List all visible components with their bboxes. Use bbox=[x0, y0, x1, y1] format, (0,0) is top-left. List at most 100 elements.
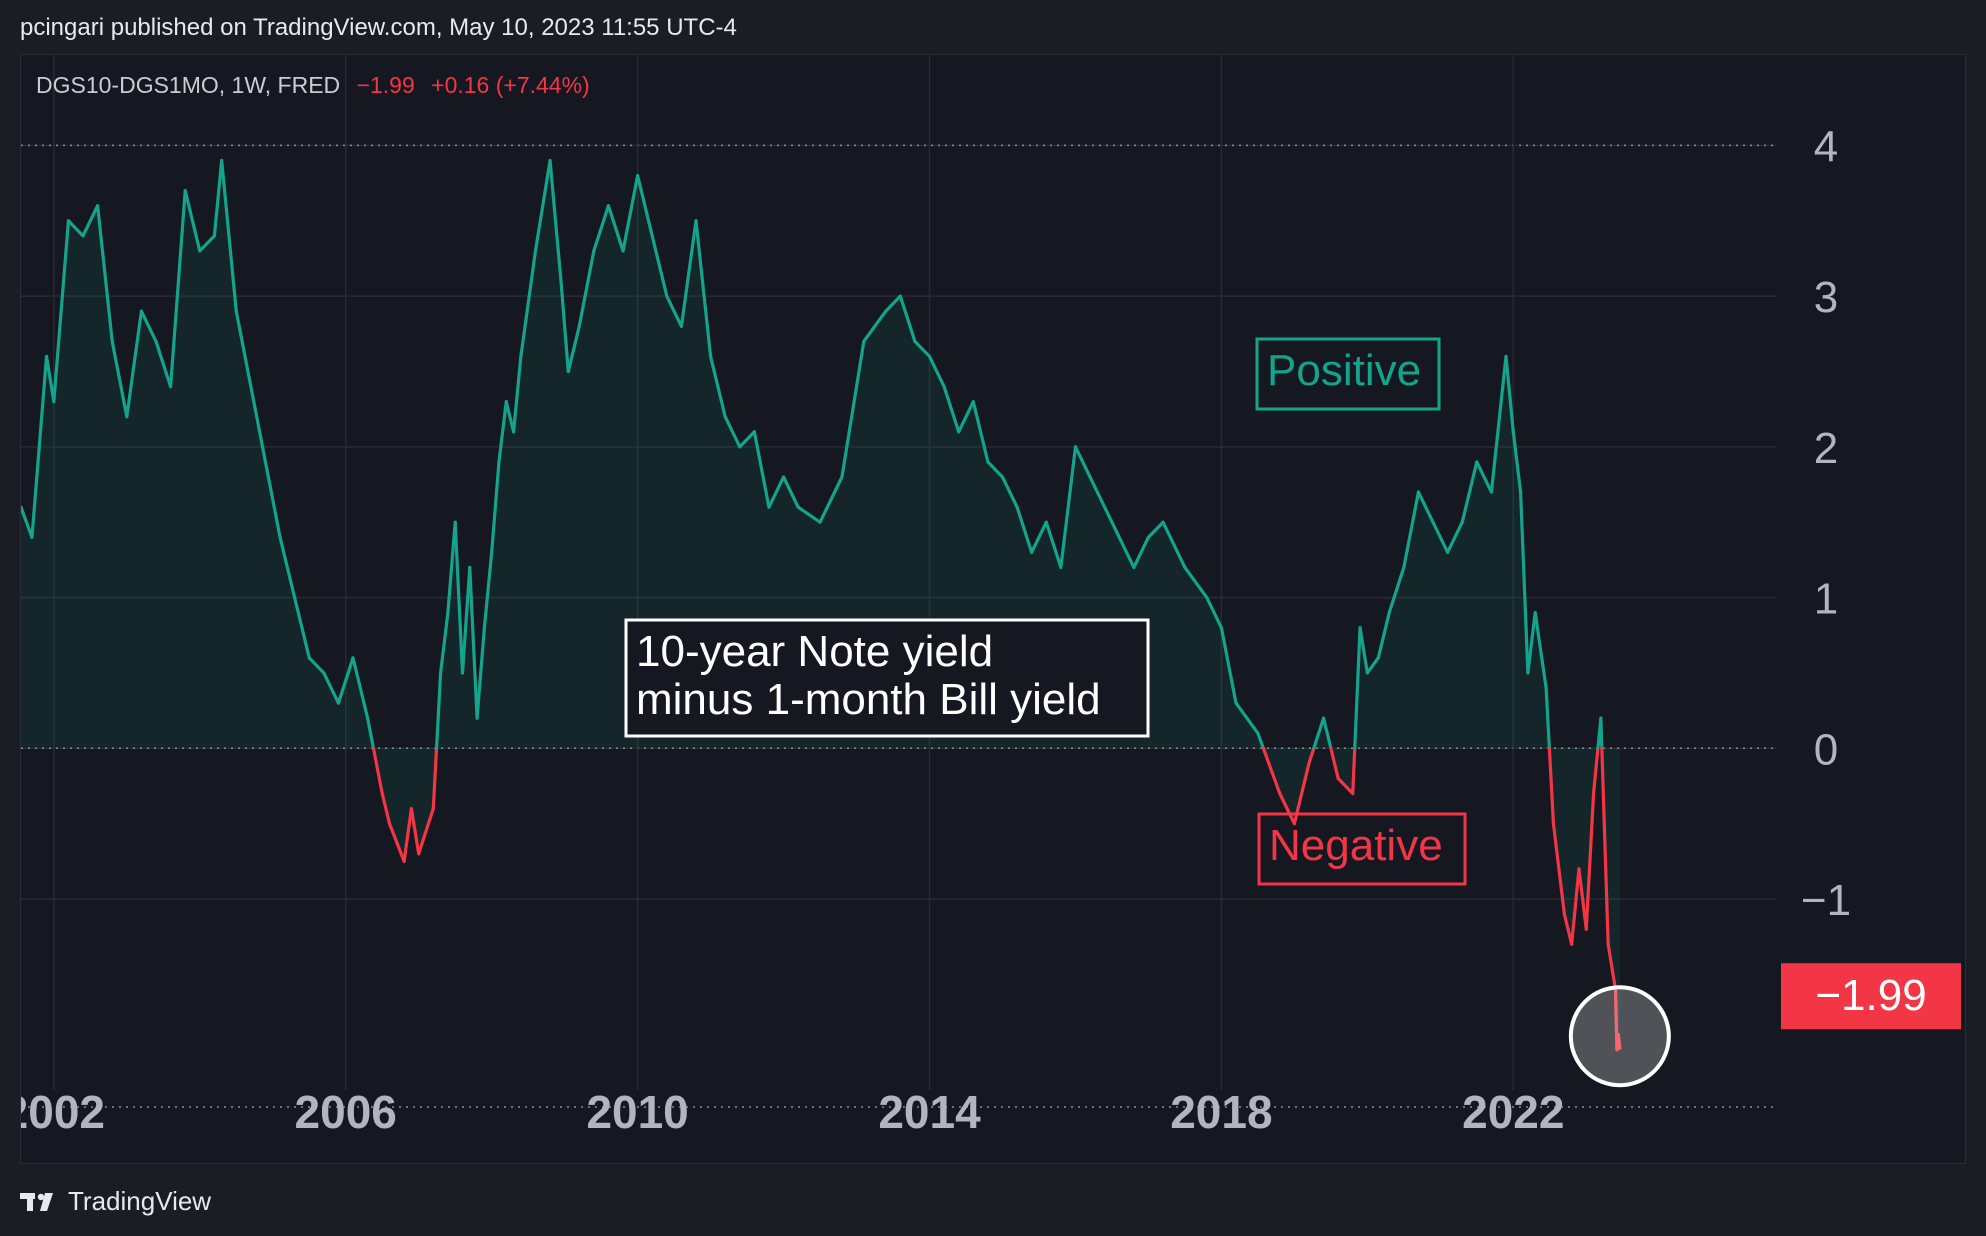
last-value-price-label: −1.99 bbox=[1781, 963, 1961, 1030]
series-line-segment bbox=[1146, 520, 1165, 539]
series-line-segment bbox=[183, 189, 202, 253]
series-line-segment bbox=[434, 671, 443, 750]
series-line-segment bbox=[234, 309, 253, 389]
series-line-segment bbox=[402, 806, 414, 863]
series-line-segment bbox=[1336, 776, 1355, 796]
series-line-segment bbox=[1511, 430, 1523, 494]
series-line-segment bbox=[504, 400, 516, 434]
series-line-segment bbox=[1387, 565, 1406, 615]
series-line-segment bbox=[322, 671, 341, 705]
series-line-segment bbox=[490, 460, 501, 554]
series-line-segment bbox=[453, 520, 465, 675]
series-line-segment bbox=[387, 822, 406, 863]
series-line-segment bbox=[468, 565, 479, 720]
series-line-segment bbox=[351, 656, 370, 720]
series-line-segment bbox=[139, 309, 158, 343]
series-line-segment bbox=[1234, 701, 1260, 735]
series-line-segment bbox=[1489, 354, 1508, 494]
series-line-segment bbox=[1402, 490, 1421, 570]
series-line-segment bbox=[66, 219, 85, 238]
series-legend[interactable]: DGS10-DGS1MO, 1W, FRED −1.99 +0.16 (+7.4… bbox=[36, 72, 590, 99]
series-line-segment bbox=[307, 656, 326, 675]
series-line-segment bbox=[1599, 716, 1604, 750]
chart-frame[interactable]: 10-year Note yield minus 1-month Bill yie… bbox=[20, 54, 1966, 1164]
series-line-segment bbox=[52, 219, 71, 404]
series-line-segment bbox=[840, 339, 866, 479]
series-line-segment bbox=[1205, 595, 1224, 630]
series-line-segment bbox=[862, 309, 888, 343]
series-line-segment bbox=[1256, 731, 1265, 750]
series-line-segment bbox=[1358, 626, 1369, 675]
series-line-segment bbox=[971, 400, 990, 464]
series-line-segment bbox=[1132, 535, 1151, 570]
series-line-segment bbox=[913, 339, 932, 359]
series-line-segment bbox=[1584, 791, 1596, 931]
series-line-segment bbox=[154, 339, 173, 389]
series-line-segment bbox=[1551, 822, 1566, 916]
series-line-segment bbox=[1376, 611, 1391, 660]
footer-brand[interactable]: TradingView bbox=[20, 1186, 211, 1217]
y-tick-label: 4 bbox=[1814, 122, 1838, 171]
series-line-segment bbox=[1577, 867, 1588, 931]
series-line-segment bbox=[220, 158, 238, 313]
series-line-segment bbox=[475, 626, 486, 720]
series-line-segment bbox=[1312, 716, 1326, 750]
series-area bbox=[21, 160, 1620, 1050]
series-line-segment bbox=[1504, 354, 1515, 434]
series-line-segment bbox=[1547, 746, 1556, 826]
series-line-segment bbox=[1562, 912, 1574, 946]
legend-change: +0.16 (+7.44%) bbox=[431, 72, 590, 98]
series-line-segment bbox=[1073, 445, 1092, 479]
series-line-segment bbox=[957, 400, 975, 434]
series-line-segment bbox=[366, 716, 376, 750]
series-line-segment bbox=[1570, 867, 1581, 946]
series-line-segment bbox=[752, 430, 771, 509]
series-line-segment bbox=[168, 189, 187, 389]
series-line-segment bbox=[884, 294, 902, 313]
series-line-segment bbox=[1416, 490, 1435, 524]
axis-layer: −1 0 1 2 3 4 2002 2006 2010 2014 2018 2022 −1.99 bbox=[21, 122, 1961, 1138]
spread-description-box-text: minus 1-month Bill yield bbox=[636, 675, 1101, 724]
series-line-segment bbox=[1616, 1033, 1622, 1050]
series-line-segment bbox=[548, 158, 563, 283]
series-line-segment bbox=[44, 354, 56, 404]
series-line-segment bbox=[1460, 460, 1479, 524]
series-line-segment bbox=[438, 611, 450, 675]
series-line-segment bbox=[198, 234, 216, 253]
legend-last-value: −1.99 bbox=[356, 72, 415, 98]
positive-label-box: Positive bbox=[1255, 337, 1441, 411]
series-line-segment bbox=[1059, 445, 1078, 570]
series-line-segment bbox=[1030, 520, 1048, 554]
series-line-segment bbox=[21, 505, 34, 539]
series-line-segment bbox=[708, 354, 727, 419]
series-line-segment bbox=[1261, 746, 1282, 796]
series-line-segment bbox=[986, 460, 1005, 479]
negative-label-box-text: Negative bbox=[1269, 821, 1443, 870]
series-line-segment bbox=[1365, 656, 1380, 675]
series-line-segment bbox=[519, 249, 538, 359]
series-line-segment bbox=[1518, 490, 1530, 675]
series-line-segment bbox=[1446, 520, 1464, 554]
series-line-segment bbox=[650, 234, 669, 298]
area-layer bbox=[21, 160, 1620, 1050]
series-line-segment bbox=[371, 746, 384, 796]
negative-label-box: Negative bbox=[1257, 812, 1467, 886]
series-line-segment bbox=[665, 294, 684, 328]
series-line-segment bbox=[1183, 565, 1209, 600]
series-line-segment bbox=[1544, 686, 1551, 750]
series-line-segment bbox=[559, 279, 570, 374]
series-line-segment bbox=[1044, 520, 1063, 570]
series-line-segment bbox=[1591, 746, 1600, 796]
series-line-segment bbox=[1353, 626, 1362, 750]
series-line-segment bbox=[1606, 942, 1618, 992]
series-line-segment bbox=[212, 158, 224, 238]
x-tick-label: 2010 bbox=[586, 1086, 688, 1138]
series-line-segment bbox=[380, 791, 392, 826]
series-line-segment bbox=[409, 806, 421, 856]
tradingview-logo-icon bbox=[20, 1192, 53, 1211]
series-line-segment bbox=[636, 173, 654, 238]
series-line-segment bbox=[431, 746, 439, 811]
series-line-segment bbox=[1431, 520, 1450, 554]
series-line-segment bbox=[1329, 746, 1340, 781]
